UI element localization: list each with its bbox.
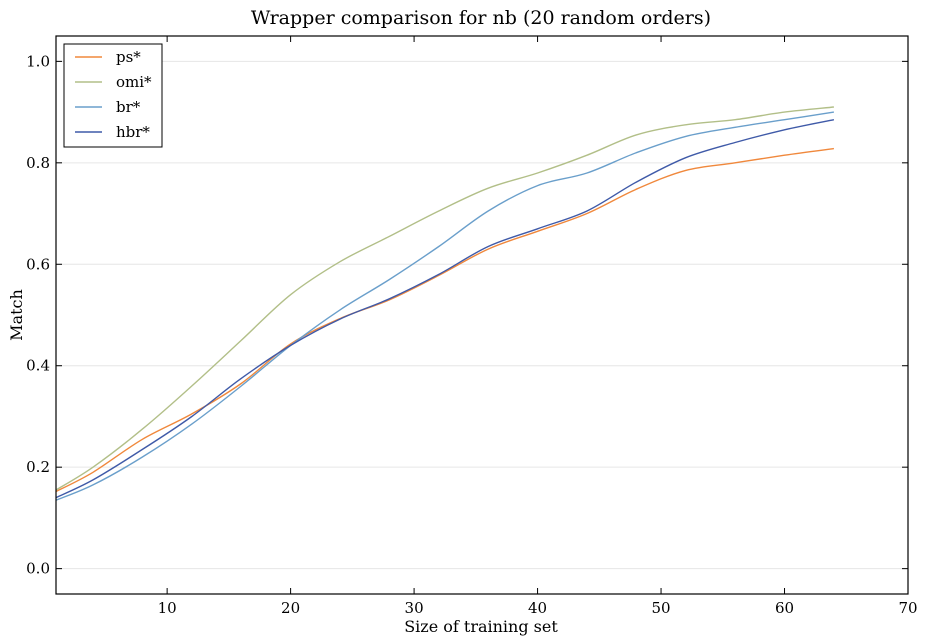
series-line-omi bbox=[55, 106, 834, 491]
y-tick-label-0: 0.0 bbox=[26, 560, 50, 578]
x-tick-label-5: 60 bbox=[775, 599, 794, 617]
series-lines bbox=[55, 106, 835, 501]
series-line-ps bbox=[55, 147, 834, 493]
y-axis-label: Match bbox=[7, 289, 26, 341]
chart-title: Wrapper comparison for nb (20 random ord… bbox=[251, 7, 711, 29]
legend-label-omi: omi* bbox=[116, 73, 152, 91]
legend-box bbox=[63, 43, 163, 148]
x-tick-label-0: 10 bbox=[158, 599, 177, 617]
grid-lines bbox=[56, 60, 908, 570]
y-tick-label-2: 0.4 bbox=[26, 357, 50, 375]
x-tick-label-1: 20 bbox=[281, 599, 300, 617]
legend-label-hbr: hbr* bbox=[116, 123, 150, 141]
series-line-br bbox=[55, 111, 835, 501]
x-tick-label-2: 30 bbox=[405, 599, 424, 617]
y-tick-label-3: 0.6 bbox=[26, 255, 50, 273]
legend-label-ps: ps* bbox=[116, 48, 141, 66]
x-tick-label-6: 70 bbox=[898, 599, 917, 617]
y-tick-label-1: 0.2 bbox=[26, 458, 50, 476]
axis-ticks: 10 20 30 40 50 60 70 0.0 0.2 0.4 0.6 0.8 1.0 bbox=[26, 36, 918, 617]
series-line-hbr bbox=[55, 119, 835, 499]
x-tick-label-3: 40 bbox=[528, 599, 547, 617]
plot-frame bbox=[55, 35, 909, 595]
legend-label-br: br* bbox=[116, 98, 141, 116]
legend: ps* omi* br* hbr* bbox=[63, 43, 163, 148]
x-axis-label: Size of training set bbox=[404, 617, 558, 636]
y-tick-label-4: 0.8 bbox=[26, 154, 50, 172]
x-tick-label-4: 50 bbox=[651, 599, 670, 617]
y-tick-label-5: 1.0 bbox=[26, 52, 50, 70]
